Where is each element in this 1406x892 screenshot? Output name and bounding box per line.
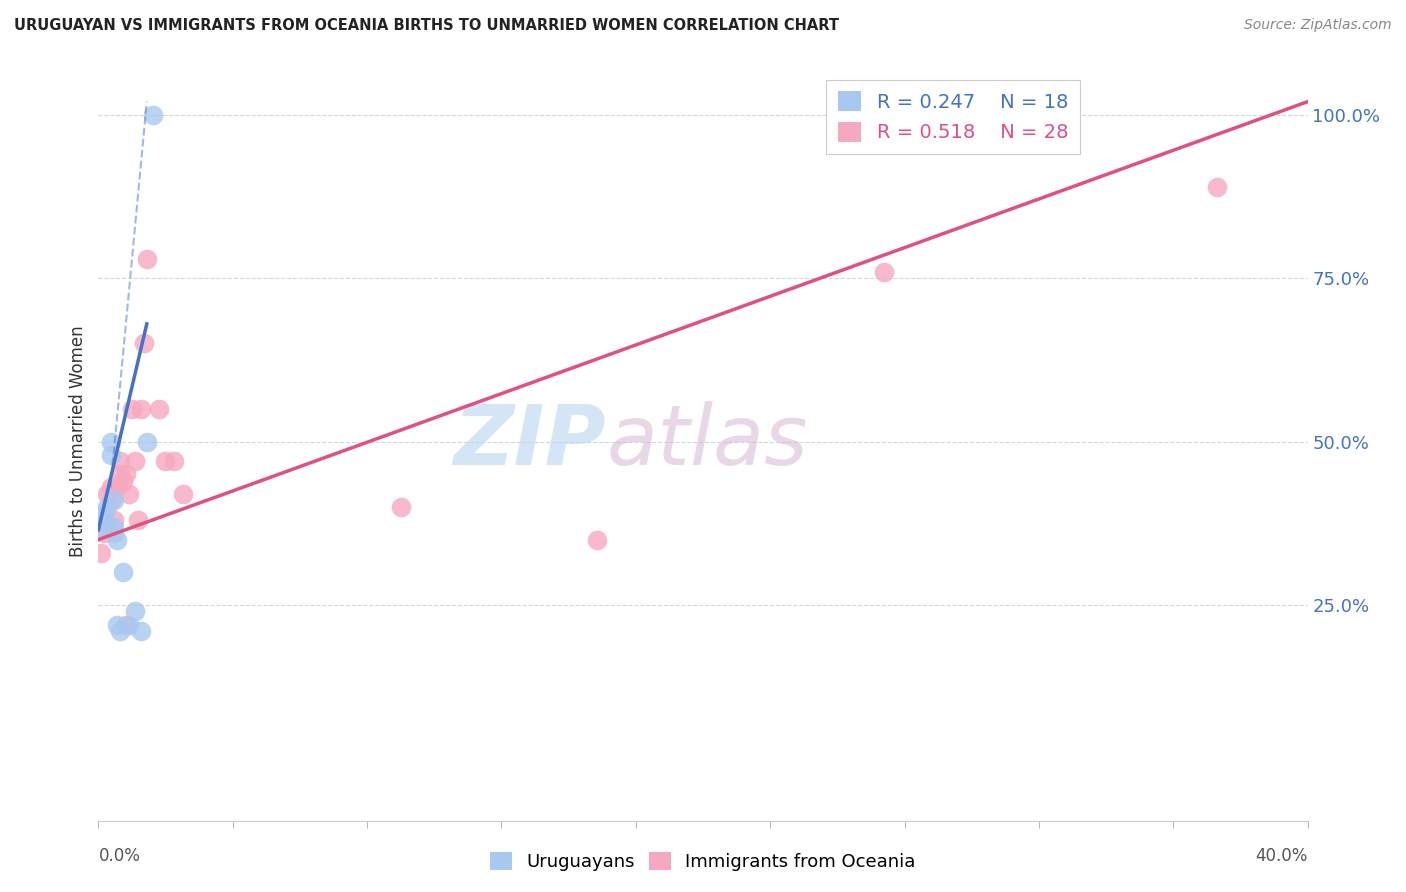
Point	[93, 526, 115, 541]
Point	[142, 108, 165, 122]
Text: 40.0%: 40.0%	[1256, 847, 1308, 864]
Point	[108, 454, 131, 468]
Point	[118, 617, 141, 632]
Point	[105, 480, 128, 494]
Point	[103, 519, 125, 533]
Point	[118, 487, 141, 501]
Point	[121, 401, 143, 416]
Point	[127, 513, 149, 527]
Text: Source: ZipAtlas.com: Source: ZipAtlas.com	[1244, 18, 1392, 32]
Point	[96, 500, 118, 514]
Point	[100, 434, 122, 449]
Legend: R = 0.247    N = 18, R = 0.518    N = 28: R = 0.247 N = 18, R = 0.518 N = 28	[827, 79, 1080, 153]
Point	[100, 480, 122, 494]
Legend: Uruguayans, Immigrants from Oceania: Uruguayans, Immigrants from Oceania	[484, 845, 922, 879]
Point	[90, 519, 112, 533]
Text: 0.0%: 0.0%	[98, 847, 141, 864]
Point	[90, 546, 112, 560]
Point	[96, 519, 118, 533]
Point	[100, 448, 122, 462]
Point	[586, 533, 609, 547]
Point	[172, 487, 194, 501]
Point	[132, 336, 155, 351]
Point	[93, 507, 115, 521]
Point	[103, 493, 125, 508]
Point	[103, 513, 125, 527]
Point	[93, 513, 115, 527]
Point	[96, 487, 118, 501]
Point	[135, 252, 157, 266]
Point	[100, 493, 122, 508]
Y-axis label: Births to Unmarried Women: Births to Unmarried Women	[69, 326, 87, 558]
Point	[114, 617, 136, 632]
Point	[389, 500, 412, 514]
Point	[105, 533, 128, 547]
Point	[111, 474, 134, 488]
Point	[163, 454, 186, 468]
Point	[108, 624, 131, 639]
Point	[105, 617, 128, 632]
Text: atlas: atlas	[606, 401, 808, 482]
Text: ZIP: ZIP	[454, 401, 606, 482]
Point	[129, 624, 152, 639]
Point	[148, 401, 170, 416]
Point	[873, 264, 896, 278]
Point	[114, 467, 136, 482]
Point	[135, 434, 157, 449]
Text: URUGUAYAN VS IMMIGRANTS FROM OCEANIA BIRTHS TO UNMARRIED WOMEN CORRELATION CHART: URUGUAYAN VS IMMIGRANTS FROM OCEANIA BIR…	[14, 18, 839, 33]
Point	[124, 454, 146, 468]
Point	[111, 566, 134, 580]
Point	[129, 401, 152, 416]
Point	[108, 467, 131, 482]
Point	[103, 526, 125, 541]
Point	[1206, 179, 1229, 194]
Point	[124, 605, 146, 619]
Point	[153, 454, 176, 468]
